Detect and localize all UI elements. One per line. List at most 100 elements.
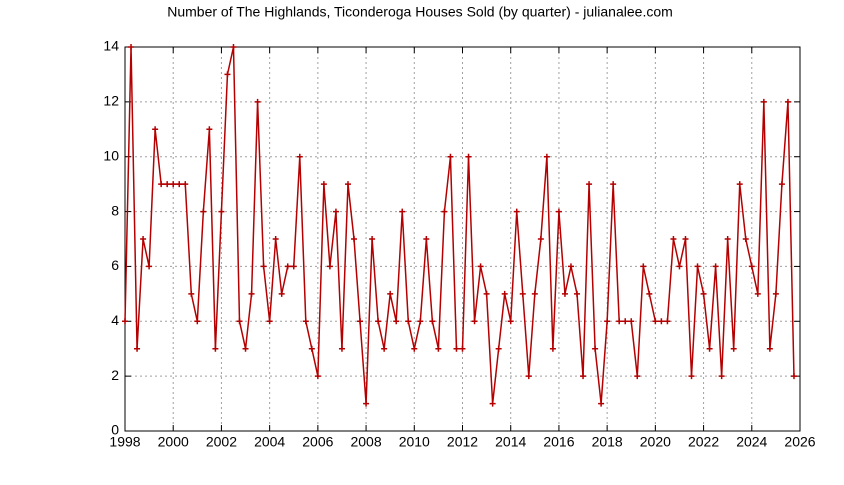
data-point bbox=[122, 318, 128, 325]
data-point bbox=[549, 345, 556, 352]
x-tick-label: 2026 bbox=[784, 434, 815, 450]
data-point bbox=[561, 290, 568, 297]
data-point bbox=[670, 236, 677, 242]
data-point bbox=[302, 318, 309, 325]
data-point bbox=[766, 345, 773, 352]
data-point bbox=[748, 263, 755, 270]
data-point bbox=[754, 290, 761, 297]
data-point bbox=[495, 345, 502, 352]
data-point bbox=[363, 400, 370, 407]
data-point bbox=[399, 208, 406, 215]
data-point bbox=[170, 181, 177, 188]
data-point bbox=[489, 400, 496, 407]
data-line bbox=[124, 46, 795, 404]
data-point bbox=[730, 345, 737, 352]
data-point bbox=[640, 263, 647, 270]
data-point bbox=[652, 318, 659, 325]
data-point bbox=[477, 263, 484, 270]
data-point bbox=[381, 345, 388, 352]
data-point bbox=[212, 345, 219, 352]
data-point bbox=[200, 208, 207, 215]
y-tick-label: 12 bbox=[103, 93, 119, 109]
data-point bbox=[140, 236, 147, 242]
data-point bbox=[447, 153, 454, 160]
data-point bbox=[507, 318, 514, 325]
x-tick-label: 2022 bbox=[688, 434, 719, 450]
x-tick-label: 2010 bbox=[399, 434, 430, 450]
data-point bbox=[772, 290, 779, 297]
data-point bbox=[128, 44, 135, 50]
data-point bbox=[272, 236, 279, 242]
y-tick-label: 14 bbox=[103, 38, 119, 54]
data-point bbox=[453, 345, 460, 352]
data-point bbox=[146, 263, 153, 270]
data-point bbox=[694, 263, 701, 270]
data-point bbox=[610, 181, 617, 188]
data-point bbox=[778, 181, 785, 188]
data-point bbox=[338, 345, 345, 352]
data-point bbox=[592, 345, 599, 352]
data-point bbox=[706, 345, 713, 352]
data-point bbox=[441, 208, 448, 215]
data-point bbox=[543, 153, 550, 160]
x-tick-label: 2008 bbox=[350, 434, 381, 450]
data-point bbox=[164, 181, 171, 188]
data-point bbox=[537, 236, 544, 242]
y-tick-label: 4 bbox=[111, 312, 119, 328]
data-point bbox=[676, 263, 683, 270]
data-point bbox=[742, 236, 749, 242]
data-point bbox=[616, 318, 623, 325]
data-point bbox=[712, 263, 719, 270]
data-point bbox=[411, 345, 418, 352]
data-point bbox=[387, 290, 394, 297]
data-point bbox=[188, 290, 195, 297]
data-point bbox=[459, 345, 466, 352]
x-tick-label: 2018 bbox=[592, 434, 623, 450]
data-point bbox=[176, 181, 183, 188]
data-point bbox=[628, 318, 635, 325]
data-point bbox=[700, 290, 707, 297]
data-point bbox=[296, 153, 303, 160]
data-point bbox=[525, 373, 532, 380]
data-point bbox=[236, 318, 243, 325]
data-point bbox=[724, 236, 731, 242]
data-point bbox=[646, 290, 653, 297]
data-point bbox=[194, 318, 201, 325]
x-tick-label: 2002 bbox=[206, 434, 237, 450]
data-point bbox=[134, 345, 141, 352]
y-tick-label: 2 bbox=[111, 367, 119, 383]
data-point bbox=[760, 98, 767, 105]
data-point bbox=[483, 290, 490, 297]
data-point bbox=[332, 208, 339, 215]
data-point bbox=[254, 98, 261, 105]
data-point bbox=[344, 181, 351, 188]
data-point bbox=[260, 263, 267, 270]
data-point bbox=[519, 290, 526, 297]
data-point bbox=[501, 290, 508, 297]
data-point bbox=[405, 318, 412, 325]
plot-border bbox=[124, 46, 801, 432]
data-point bbox=[604, 318, 611, 325]
data-point bbox=[206, 126, 213, 133]
data-point bbox=[790, 373, 797, 380]
data-point bbox=[784, 98, 791, 105]
data-point bbox=[290, 263, 297, 270]
data-point bbox=[248, 290, 255, 297]
data-point bbox=[658, 318, 665, 325]
data-point bbox=[369, 236, 376, 242]
data-point bbox=[555, 208, 562, 215]
data-point bbox=[718, 373, 725, 380]
data-point bbox=[634, 373, 641, 380]
data-point bbox=[308, 345, 315, 352]
data-point bbox=[224, 71, 231, 78]
data-point bbox=[736, 181, 743, 188]
x-tick-label: 2000 bbox=[158, 434, 189, 450]
y-tick-label: 0 bbox=[111, 422, 119, 438]
y-tick-label: 10 bbox=[103, 147, 119, 163]
data-point bbox=[531, 290, 538, 297]
data-point bbox=[429, 318, 436, 325]
data-point bbox=[284, 263, 291, 270]
chart-title: Number of The Highlands, Ticonderoga Hou… bbox=[167, 4, 673, 20]
data-point bbox=[152, 126, 159, 133]
data-point bbox=[580, 373, 587, 380]
